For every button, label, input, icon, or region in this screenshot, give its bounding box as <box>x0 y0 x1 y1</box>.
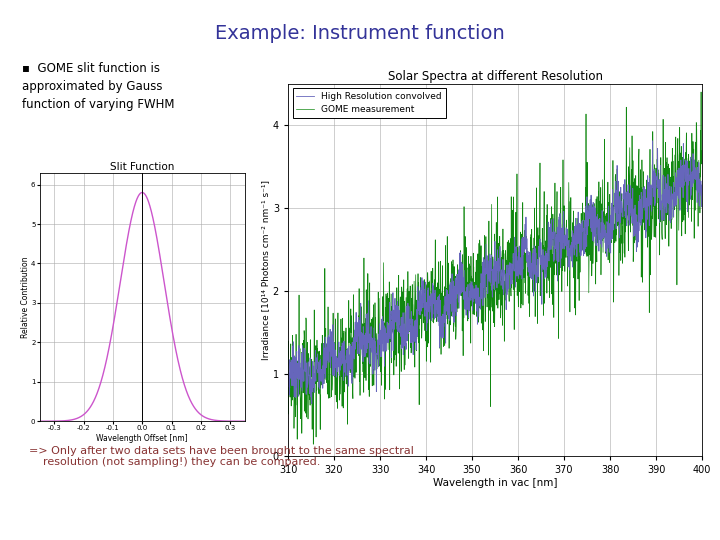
Title: Slit Function: Slit Function <box>110 162 174 172</box>
High Resolution convolved <box>698 182 706 188</box>
High Resolution convolved <box>455 305 464 312</box>
GOME measurement <box>567 194 575 201</box>
High Resolution convolved <box>307 376 316 382</box>
GOME measurement <box>455 288 464 294</box>
Text: Example: Instrument function: Example: Instrument function <box>215 24 505 43</box>
High Resolution convolved <box>372 369 381 375</box>
Y-axis label: Relative Contribution: Relative Contribution <box>21 256 30 338</box>
GOME measurement <box>697 89 706 95</box>
Line: GOME measurement: GOME measurement <box>288 92 702 444</box>
Text: ▪  GOME slit function is
approximated by Gauss
function of varying FWHM: ▪ GOME slit function is approximated by … <box>22 62 174 111</box>
High Resolution convolved <box>567 244 575 251</box>
High Resolution convolved <box>307 400 316 407</box>
X-axis label: Wavelength Offset [nm]: Wavelength Offset [nm] <box>96 434 188 443</box>
GOME measurement <box>438 314 447 321</box>
GOME measurement <box>309 441 318 448</box>
GOME measurement <box>453 271 462 278</box>
Text: 22: 22 <box>696 521 709 531</box>
High Resolution convolved <box>284 357 292 364</box>
High Resolution convolved <box>648 138 657 144</box>
High Resolution convolved <box>438 315 447 322</box>
Title: Solar Spectra at different Resolution: Solar Spectra at different Resolution <box>387 70 603 83</box>
Line: High Resolution convolved: High Resolution convolved <box>288 141 702 403</box>
Text: => Only after two data sets have been brought to the same spectral
    resolutio: => Only after two data sets have been br… <box>29 446 414 467</box>
X-axis label: Wavelength in vac [nm]: Wavelength in vac [nm] <box>433 478 557 488</box>
GOME measurement <box>698 147 706 154</box>
GOME measurement <box>307 356 316 362</box>
Legend: High Resolution convolved, GOME measurement: High Resolution convolved, GOME measurem… <box>292 88 446 118</box>
GOME measurement <box>284 354 292 361</box>
Y-axis label: Irradiance [10¹⁴ Photons cm⁻² nm⁻¹ s⁻¹]: Irradiance [10¹⁴ Photons cm⁻² nm⁻¹ s⁻¹] <box>261 180 270 360</box>
Text: Introduction to Measurement Techniques in Environmental Physics, A. Richter, Sum: Introduction to Measurement Techniques i… <box>11 522 436 530</box>
High Resolution convolved <box>453 273 462 279</box>
GOME measurement <box>372 330 381 337</box>
